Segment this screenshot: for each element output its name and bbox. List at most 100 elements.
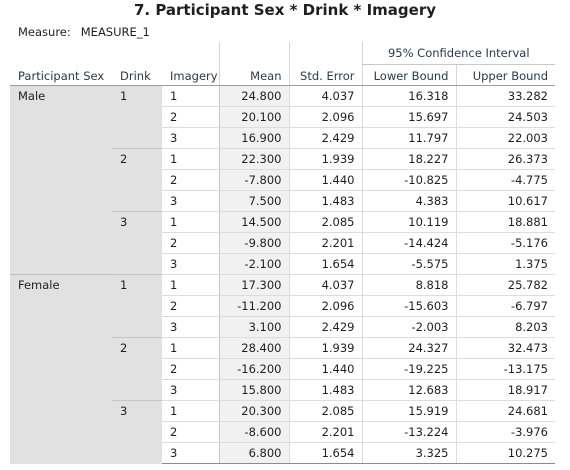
cell-std-error: 2.429 (288, 127, 362, 149)
cell-mean: -16.200 (218, 358, 289, 380)
cell-lower-bound: 15.919 (361, 400, 456, 422)
table-row: 3 7.500 1.483 4.383 10.617 (10, 190, 555, 212)
cell-std-error: 1.440 (288, 169, 362, 191)
cell-mean: 16.900 (218, 127, 289, 149)
cell-drink: 1 (112, 85, 162, 149)
header-spacer (10, 42, 112, 65)
cell-imagery: 3 (162, 127, 219, 149)
cell-imagery: 2 (162, 106, 219, 128)
cell-upper-bound: -6.797 (455, 295, 555, 317)
cell-participant-sex: Female (10, 274, 112, 464)
cell-mean: 6.800 (218, 442, 289, 464)
measure-label: Measure: (18, 25, 71, 39)
cell-imagery: 2 (162, 232, 219, 254)
cell-lower-bound: -13.224 (361, 421, 456, 443)
cell-upper-bound: 10.617 (455, 190, 555, 212)
cell-lower-bound: 12.683 (361, 379, 456, 401)
cell-upper-bound: 32.473 (455, 337, 555, 359)
cell-imagery: 2 (162, 169, 219, 191)
table-row: 3 -2.100 1.654 -5.575 1.375 (10, 253, 555, 275)
table-row: 3 1 20.300 2.085 15.919 24.681 (10, 400, 555, 464)
cell-lower-bound: -14.424 (361, 232, 456, 254)
table-row: 2 20.100 2.096 15.697 24.503 (10, 106, 555, 128)
cell-mean: 14.500 (218, 211, 289, 233)
cell-imagery: 2 (162, 295, 219, 317)
cell-imagery: 3 (162, 442, 219, 464)
cell-lower-bound: -5.575 (361, 253, 456, 275)
cell-participant-sex: Male (10, 85, 112, 275)
header-confidence-interval: 95% Confidence Interval (361, 42, 555, 65)
cell-lower-bound: 15.697 (361, 106, 456, 128)
cell-upper-bound: 26.373 (455, 148, 555, 170)
cell-drink: 1 (112, 274, 162, 338)
cell-lower-bound: 18.227 (361, 148, 456, 170)
table-row: 2 1 28.400 1.939 24.327 32.473 (10, 337, 555, 401)
cell-drink: 2 (112, 148, 162, 212)
cell-lower-bound: 16.318 (361, 85, 456, 107)
cell-std-error: 1.654 (288, 442, 362, 464)
cell-std-error: 2.096 (288, 106, 362, 128)
table-row: 3 6.800 1.654 3.325 10.275 (10, 442, 555, 464)
table-row: 2 -7.800 1.440 -10.825 -4.775 (10, 169, 555, 191)
cell-imagery: 1 (162, 400, 219, 422)
cell-lower-bound: -19.225 (361, 358, 456, 380)
cell-upper-bound: -5.176 (455, 232, 555, 254)
cell-mean: 28.400 (218, 337, 289, 359)
cell-std-error: 2.201 (288, 421, 362, 443)
cell-imagery: 3 (162, 379, 219, 401)
cell-lower-bound: 10.119 (361, 211, 456, 233)
cell-std-error: 2.429 (288, 316, 362, 338)
cell-lower-bound: 4.383 (361, 190, 456, 212)
header-imagery: Imagery (162, 64, 219, 86)
measure-line: Measure: MEASURE_1 (18, 24, 150, 40)
cell-std-error: 1.939 (288, 148, 362, 170)
table-row: 2 -11.200 2.096 -15.603 -6.797 (10, 295, 555, 317)
cell-upper-bound: -4.775 (455, 169, 555, 191)
table-row: Female 1 1 17.300 4.037 8.818 25.782 (10, 274, 555, 464)
table-row: 2 -9.800 2.201 -14.424 -5.176 (10, 232, 555, 254)
cell-imagery: 3 (162, 316, 219, 338)
cell-imagery: 3 (162, 253, 219, 275)
cell-lower-bound: 8.818 (361, 274, 456, 296)
cell-std-error: 1.939 (288, 337, 362, 359)
cell-mean: 7.500 (218, 190, 289, 212)
cell-lower-bound: -2.003 (361, 316, 456, 338)
cell-upper-bound: 24.681 (455, 400, 555, 422)
cell-std-error: 2.096 (288, 295, 362, 317)
cell-mean: -9.800 (218, 232, 289, 254)
table-title: 7. Participant Sex * Drink * Imagery (133, 1, 437, 19)
cell-imagery: 1 (162, 148, 219, 170)
table-row: 3 15.800 1.483 12.683 18.917 (10, 379, 555, 401)
header-std-error: Std. Error (288, 64, 362, 86)
cell-imagery: 1 (162, 274, 219, 296)
cell-imagery: 3 (162, 190, 219, 212)
cell-mean: 22.300 (218, 148, 289, 170)
header-upper-bound: Upper Bound (455, 64, 555, 86)
cell-std-error: 1.483 (288, 379, 362, 401)
cell-mean: -2.100 (218, 253, 289, 275)
cell-drink: 2 (112, 337, 162, 401)
cell-upper-bound: 25.782 (455, 274, 555, 296)
cell-mean: 17.300 (218, 274, 289, 296)
table-row: 2 1 22.300 1.939 18.227 26.373 (10, 148, 555, 212)
cell-std-error: 2.085 (288, 400, 362, 422)
cell-lower-bound: 11.797 (361, 127, 456, 149)
cell-upper-bound: 24.503 (455, 106, 555, 128)
cell-std-error: 2.085 (288, 211, 362, 233)
cell-upper-bound: 18.917 (455, 379, 555, 401)
cell-mean: 20.300 (218, 400, 289, 422)
cell-imagery: 1 (162, 85, 219, 107)
table-row: 3 1 14.500 2.085 10.119 18.881 (10, 211, 555, 275)
cell-upper-bound: 33.282 (455, 85, 555, 107)
header-drink: Drink (112, 64, 162, 86)
cell-upper-bound: 18.881 (455, 211, 555, 233)
cell-upper-bound: 10.275 (455, 442, 555, 464)
cell-lower-bound: 3.325 (361, 442, 456, 464)
cell-mean: -7.800 (218, 169, 289, 191)
cell-imagery: 2 (162, 421, 219, 443)
cell-upper-bound: 22.003 (455, 127, 555, 149)
estimates-table: 95% Confidence Interval Participant Sex … (10, 42, 555, 464)
cell-imagery: 1 (162, 337, 219, 359)
table-row: 2 -16.200 1.440 -19.225 -13.175 (10, 358, 555, 380)
cell-drink: 3 (112, 211, 162, 275)
